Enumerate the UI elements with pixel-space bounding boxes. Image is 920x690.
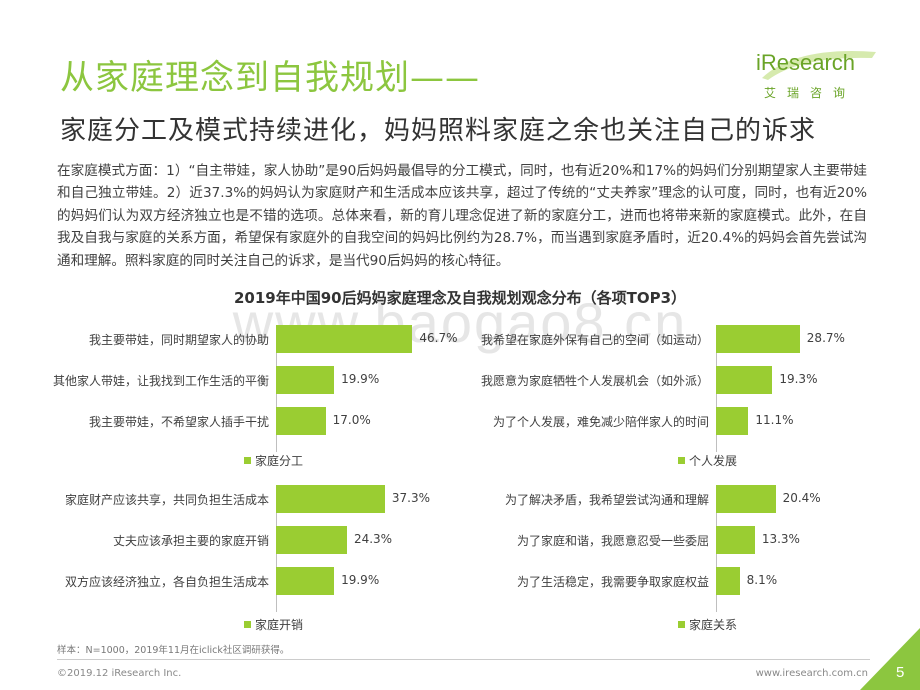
value-label: 19.3% (779, 372, 818, 386)
data-bar (276, 366, 335, 394)
legend-label: 个人发展 (689, 454, 738, 468)
value-label: 11.1% (755, 413, 794, 427)
data-bar (716, 485, 776, 513)
value-label: 20.4% (782, 491, 821, 505)
chart-legend: 个人发展 (678, 452, 737, 469)
value-label: 8.1% (746, 573, 778, 587)
data-bar (276, 485, 385, 513)
category-label: 我希望在家庭外保有自己的空间（如运动） (480, 333, 709, 347)
sample-footnote: 样本：N=1000，2019年11月在iclick社区调研获得。 (57, 645, 290, 656)
category-label: 为了生活稳定，我需要争取家庭权益 (516, 575, 709, 589)
data-bar (716, 325, 800, 353)
value-label: 46.7% (419, 331, 458, 345)
category-label: 为了家庭和谐，我愿意忍受一些委屈 (516, 534, 709, 548)
page-subtitle: 家庭分工及模式持续进化，妈妈照料家庭之余也关注自己的诉求 (60, 116, 817, 146)
legend-label: 家庭分工 (255, 454, 304, 468)
legend-label: 家庭关系 (689, 618, 738, 632)
value-label: 24.3% (353, 532, 393, 546)
category-label: 为了个人发展，难免减少陪伴家人的时间 (492, 415, 709, 429)
chart-row: 双方应该经济独立，各自负担生活成本 19.9% (0, 567, 440, 597)
chart-row: 我希望在家庭外保有自己的空间（如运动） 28.7% (440, 325, 880, 355)
category-label: 丈夫应该承担主要的家庭开销 (112, 534, 269, 548)
chart-row: 为了生活稳定，我需要争取家庭权益 8.1% (440, 567, 880, 597)
data-bar (276, 567, 335, 595)
legend-swatch (244, 457, 251, 464)
value-label: 19.9% (341, 372, 380, 386)
value-label: 13.3% (761, 532, 800, 546)
data-bar (716, 567, 740, 595)
logo-subtext: 艾瑞咨询 (764, 86, 857, 100)
page-title: 从家庭理念到自我规划—— (60, 58, 480, 98)
data-bar (716, 366, 773, 394)
data-bar (276, 325, 413, 353)
value-label: 37.3% (391, 491, 431, 505)
chart-row: 为了个人发展，难免减少陪伴家人的时间 11.1% (440, 407, 880, 437)
page-number: 5 (896, 664, 905, 681)
data-bar (276, 407, 326, 435)
legend-label: 家庭开销 (255, 618, 304, 632)
category-label: 家庭财产应该共享，共同负担生活成本 (64, 493, 269, 507)
category-label: 为了解决矛盾，我希望尝试沟通和理解 (504, 493, 709, 507)
chart-row: 为了解决矛盾，我希望尝试沟通和理解 20.4% (440, 485, 880, 515)
data-bar (716, 407, 749, 435)
chart-row: 我主要带娃，同时期望家人的协助 46.7% (0, 325, 457, 355)
chart-legend: 家庭分工 (244, 452, 303, 469)
corner-triangle-icon (860, 628, 920, 690)
category-label: 我愿意为家庭牺牲个人发展机会（如外派） (480, 374, 709, 388)
logo-swoosh-icon (762, 51, 876, 80)
chart-legend: 家庭关系 (678, 616, 737, 633)
category-label: 我主要带娃，同时期望家人的协助 (88, 333, 269, 347)
chart-row: 家庭财产应该共享，共同负担生活成本 37.3% (0, 485, 440, 515)
value-label: 17.0% (332, 413, 371, 427)
chart-row: 其他家人带娃，让我找到工作生活的平衡 19.9% (0, 366, 440, 396)
chart-row: 我愿意为家庭牺牲个人发展机会（如外派） 19.3% (440, 366, 880, 396)
summary-paragraph: 在家庭模式方面：1）“自主带娃，家人协助”是90后妈妈最倡导的分工模式，同时，也… (57, 163, 867, 269)
data-bar (276, 526, 347, 554)
legend-swatch (678, 457, 685, 464)
legend-swatch (244, 621, 251, 628)
iresearch-logo: iResearch 艾瑞咨询 (756, 42, 886, 104)
legend-swatch (678, 621, 685, 628)
value-label: 28.7% (806, 331, 845, 345)
chart-row: 我主要带娃，不希望家人插手干扰 17.0% (0, 407, 440, 437)
category-label: 其他家人带娃，让我找到工作生活的平衡 (52, 374, 269, 388)
value-label: 19.9% (341, 573, 380, 587)
copyright-text: ©2019.12 iResearch Inc. (57, 668, 182, 679)
chart-legend: 家庭开销 (244, 616, 303, 633)
footer-divider (57, 659, 870, 660)
chart-row: 为了家庭和谐，我愿意忍受一些委屈 13.3% (440, 526, 880, 556)
chart-row: 丈夫应该承担主要的家庭开销 24.3% (0, 526, 440, 556)
website-text: www.iresearch.com.cn (755, 668, 868, 679)
chart-title: 2019年中国90后妈妈家庭理念及自我规划观念分布（各项TOP3） (233, 289, 687, 307)
logo-text: iResearch (756, 50, 856, 75)
data-bar (716, 526, 755, 554)
category-label: 双方应该经济独立，各自负担生活成本 (64, 575, 269, 589)
category-label: 我主要带娃，不希望家人插手干扰 (88, 415, 269, 429)
